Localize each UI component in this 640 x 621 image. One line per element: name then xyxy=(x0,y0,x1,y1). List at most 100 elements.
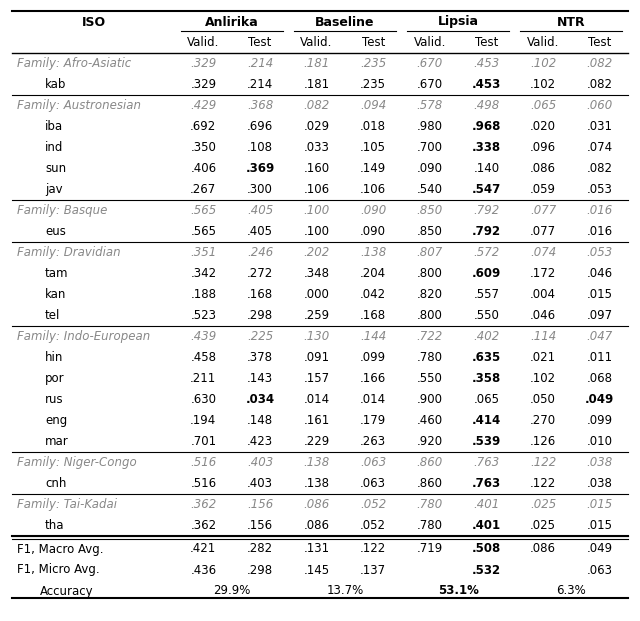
Text: tha: tha xyxy=(45,519,65,532)
Text: .235: .235 xyxy=(360,57,387,70)
Text: .114: .114 xyxy=(530,330,556,343)
Text: .168: .168 xyxy=(360,309,387,322)
Text: .267: .267 xyxy=(190,183,216,196)
Text: .229: .229 xyxy=(303,435,330,448)
Text: Test: Test xyxy=(588,37,611,50)
Text: .172: .172 xyxy=(530,267,556,280)
Text: .780: .780 xyxy=(417,351,443,364)
Text: .539: .539 xyxy=(472,435,501,448)
Text: .138: .138 xyxy=(303,456,330,469)
Text: Family: Tai-Kadai: Family: Tai-Kadai xyxy=(17,498,117,511)
Text: .453: .453 xyxy=(474,57,500,70)
Text: .282: .282 xyxy=(247,543,273,556)
Text: Family: Afro-Asiatic: Family: Afro-Asiatic xyxy=(17,57,131,70)
Text: .138: .138 xyxy=(303,477,330,490)
Text: .148: .148 xyxy=(247,414,273,427)
Text: .096: .096 xyxy=(530,141,556,154)
Text: .018: .018 xyxy=(360,120,386,133)
Text: .259: .259 xyxy=(303,309,330,322)
Text: .860: .860 xyxy=(417,477,443,490)
Text: .094: .094 xyxy=(360,99,387,112)
Text: .049: .049 xyxy=(585,393,614,406)
Text: por: por xyxy=(45,372,65,385)
Text: .074: .074 xyxy=(587,141,612,154)
Text: .063: .063 xyxy=(360,477,386,490)
Text: Test: Test xyxy=(248,37,271,50)
Text: .015: .015 xyxy=(587,519,612,532)
Text: .126: .126 xyxy=(530,435,556,448)
Text: .414: .414 xyxy=(472,414,501,427)
Text: .161: .161 xyxy=(303,414,330,427)
Text: tam: tam xyxy=(45,267,68,280)
Text: .034: .034 xyxy=(245,393,275,406)
Text: .369: .369 xyxy=(245,162,275,175)
Text: .074: .074 xyxy=(530,246,556,259)
Text: Test: Test xyxy=(362,37,385,50)
Text: 13.7%: 13.7% xyxy=(326,584,364,597)
Text: .358: .358 xyxy=(472,372,501,385)
Text: .460: .460 xyxy=(417,414,443,427)
Text: .540: .540 xyxy=(417,183,443,196)
Text: .406: .406 xyxy=(190,162,216,175)
Text: cnh: cnh xyxy=(45,477,67,490)
Text: .351: .351 xyxy=(190,246,216,259)
Text: .091: .091 xyxy=(303,351,330,364)
Text: .696: .696 xyxy=(247,120,273,133)
Text: .033: .033 xyxy=(303,141,330,154)
Text: .086: .086 xyxy=(303,519,330,532)
Text: Valid.: Valid. xyxy=(527,37,559,50)
Text: tel: tel xyxy=(45,309,60,322)
Text: .329: .329 xyxy=(190,57,216,70)
Text: .065: .065 xyxy=(474,393,499,406)
Text: 29.9%: 29.9% xyxy=(213,584,250,597)
Text: .850: .850 xyxy=(417,204,443,217)
Text: sun: sun xyxy=(45,162,66,175)
Text: .138: .138 xyxy=(360,246,387,259)
Text: .105: .105 xyxy=(360,141,386,154)
Text: .635: .635 xyxy=(472,351,501,364)
Text: .140: .140 xyxy=(474,162,499,175)
Text: .145: .145 xyxy=(303,563,330,576)
Text: .298: .298 xyxy=(247,563,273,576)
Text: .272: .272 xyxy=(247,267,273,280)
Text: .188: .188 xyxy=(190,288,216,301)
Text: .102: .102 xyxy=(530,57,556,70)
Text: ind: ind xyxy=(45,141,63,154)
Text: .014: .014 xyxy=(360,393,387,406)
Text: .550: .550 xyxy=(474,309,499,322)
Text: Family: Indo-European: Family: Indo-European xyxy=(17,330,150,343)
Text: .143: .143 xyxy=(247,372,273,385)
Text: .350: .350 xyxy=(190,141,216,154)
Text: .670: .670 xyxy=(417,57,443,70)
Text: .900: .900 xyxy=(417,393,443,406)
Text: .090: .090 xyxy=(360,225,386,238)
Text: .700: .700 xyxy=(417,141,443,154)
Text: .016: .016 xyxy=(587,204,613,217)
Text: .053: .053 xyxy=(587,183,612,196)
Text: .047: .047 xyxy=(587,330,613,343)
Text: mar: mar xyxy=(45,435,68,448)
Text: ISO: ISO xyxy=(81,16,106,29)
Text: NTR: NTR xyxy=(557,16,586,29)
Text: Valid.: Valid. xyxy=(413,37,446,50)
Text: .059: .059 xyxy=(530,183,556,196)
Text: .077: .077 xyxy=(530,204,556,217)
Text: .004: .004 xyxy=(530,288,556,301)
Text: .077: .077 xyxy=(530,225,556,238)
Text: .498: .498 xyxy=(474,99,500,112)
Text: .429: .429 xyxy=(190,99,216,112)
Text: .800: .800 xyxy=(417,267,443,280)
Text: .122: .122 xyxy=(530,456,556,469)
Text: .144: .144 xyxy=(360,330,387,343)
Text: .670: .670 xyxy=(417,78,443,91)
Text: .211: .211 xyxy=(190,372,216,385)
Text: .082: .082 xyxy=(587,78,612,91)
Text: .378: .378 xyxy=(247,351,273,364)
Text: .063: .063 xyxy=(360,456,387,469)
Text: .082: .082 xyxy=(587,57,613,70)
Text: Test: Test xyxy=(475,37,498,50)
Text: .194: .194 xyxy=(190,414,216,427)
Text: .458: .458 xyxy=(190,351,216,364)
Text: iba: iba xyxy=(45,120,63,133)
Text: .565: .565 xyxy=(190,225,216,238)
